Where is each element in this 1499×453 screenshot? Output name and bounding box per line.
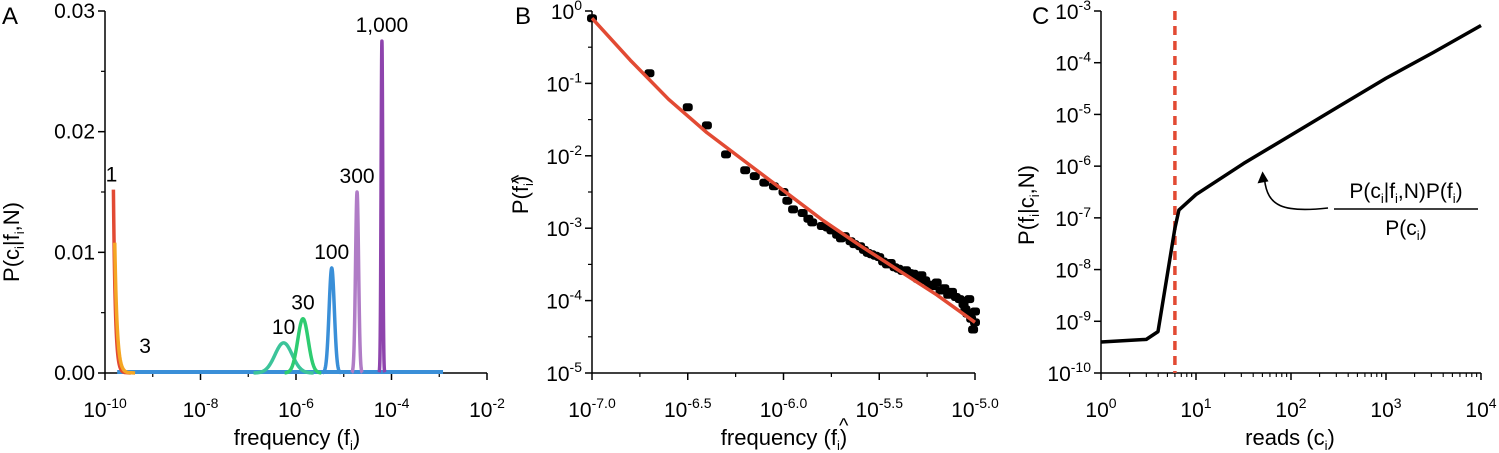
panel-b-axes: 10-7.0 10-6.5 10-6.0 10-5.5 10-5.0 100 10-1 10-… — [546, 0, 999, 422]
panel-b-point — [931, 278, 942, 287]
panel-b-fit-line — [590, 17, 977, 324]
panel-c-x-axis-label: reads (ci) — [1245, 425, 1335, 453]
panel-b-y-tick-label: 10-3 — [546, 214, 582, 241]
panel-a-x-tick-label: 10-6 — [278, 395, 314, 422]
panel-b-x-tick-label: 10-7.0 — [568, 395, 616, 422]
panel-b-y-tick-label: 10-5 — [546, 359, 582, 386]
panel-b-y-tick-label: 10-4 — [546, 287, 582, 314]
panel-c-y-tick-label: 10-6 — [1055, 152, 1091, 179]
panel-c-x-tick-label: 101 — [1180, 395, 1211, 422]
panel-b: B P(fi) ^ frequency (fi) ^ 10-7.0 10-6.5 1… — [508, 0, 999, 453]
panel-c: C P(fi|ci,N) reads (ci) 100 101 102 103 1041… — [1014, 0, 1497, 453]
panel-c-x-tick-label: 103 — [1370, 395, 1401, 422]
panel-c-x-tick-label: 104 — [1465, 395, 1496, 422]
panel-a-y-tick-label: 0.02 — [54, 121, 95, 144]
panel-b-point — [964, 295, 975, 304]
panel-a-y-tick-label: 0.01 — [54, 241, 95, 264]
panel-a-curve-label: 100 — [314, 241, 349, 264]
panel-a-y-tick-label: 0.03 — [54, 0, 95, 23]
panel-a-curve-label: 30 — [291, 292, 314, 315]
panel-a-y-tick-label: 0.00 — [54, 362, 95, 385]
panel-c-y-tick-label: 10-9 — [1055, 307, 1091, 334]
panel-a-x-axis-label: frequency (fi) — [234, 425, 360, 453]
panel-a-series-30 — [283, 316, 323, 375]
annotation-arrow-head — [1257, 171, 1269, 184]
panel-b-point — [797, 208, 808, 217]
panel-a-series-1000 — [377, 39, 387, 374]
panel-b-x-axis-label: frequency (fi) — [721, 425, 847, 453]
panel-b-point — [939, 284, 950, 293]
panel-c-y-tick-label: 10-3 — [1055, 0, 1091, 24]
panel-c-posterior-line — [1100, 23, 1482, 344]
annotation-denominator: P(ci) — [1385, 217, 1426, 243]
panel-b-point — [682, 103, 693, 112]
panel-a-series-300 — [350, 190, 365, 375]
panel-c-x-tick-label: 102 — [1275, 395, 1306, 422]
panel-a-axes: 10-10 10-8 10-6 10-4 10-2 0.00 0.01 0.02 0.03 — [54, 0, 505, 422]
panel-a-series-100 — [321, 266, 343, 375]
panel-b-fit — [590, 17, 977, 324]
panel-a-series-10 — [252, 341, 315, 375]
panel-a-y-axis-label: P(ci|fi,N) — [0, 202, 27, 282]
panel-b-y-tick-label: 10-2 — [546, 142, 582, 169]
panel-c-y-tick-label: 10-7 — [1055, 204, 1091, 231]
panel-b-y-tick-label: 100 — [551, 0, 582, 24]
panel-a-x-tick-label: 10-8 — [183, 395, 219, 422]
panel-b-point — [721, 150, 732, 159]
panel-a-curve-label: 10 — [272, 316, 295, 339]
panel-a-series — [111, 39, 444, 375]
panel-b-x-tick-label: 10-6.5 — [664, 395, 712, 422]
panel-c-axes: 100 101 102 103 104 10-3 10-4 10-5 10-6 10-7 10-8 1… — [1047, 0, 1496, 422]
panel-b-point — [970, 307, 980, 316]
annotation-arrow-line — [1263, 179, 1329, 211]
panel-letter-c: C — [1032, 3, 1049, 30]
panel-letter-b: B — [515, 3, 531, 30]
panel-a-curve-label: 1 — [106, 164, 118, 187]
panel-c-lines — [1100, 11, 1482, 373]
panel-c-y-tick-label: 10-10 — [1047, 359, 1091, 386]
panel-b-point — [759, 178, 770, 187]
panel-b-x-tick-label: 10-5.0 — [951, 395, 999, 422]
panel-b-point — [788, 205, 799, 214]
panel-a-series-3 — [113, 242, 136, 375]
panel-b-point — [701, 121, 712, 130]
panel-c-y-tick-label: 10-4 — [1055, 49, 1091, 76]
panel-letter-a: A — [2, 3, 18, 30]
annotation-numerator: P(ci|fi,N)P(fi) — [1349, 180, 1462, 206]
panel-b-point — [749, 172, 760, 181]
panel-a: A P(ci|fi,N) frequency (fi) 10-10 10-8 10-… — [0, 0, 505, 453]
panel-b-x-tick-label: 10-5.5 — [856, 395, 904, 422]
panel-c-y-tick-label: 10-8 — [1055, 256, 1091, 283]
panel-b-y-axis-label: P(fi) — [508, 176, 536, 214]
panel-b-point — [782, 196, 793, 205]
panel-a-curve-label: 3 — [139, 335, 151, 358]
panel-b-x-hat: ^ — [839, 415, 849, 437]
panel-c-x-tick-label: 100 — [1085, 395, 1116, 422]
panel-b-x-tick-label: 10-6.0 — [760, 395, 808, 422]
panel-b-point — [968, 325, 979, 334]
panel-a-x-tick-label: 10-10 — [83, 395, 127, 422]
panel-b-y-tick-label: 10-1 — [546, 69, 582, 96]
panel-a-curve-label: 300 — [340, 165, 375, 188]
panel-b-point — [740, 166, 751, 175]
panel-a-curve-label: 1,000 — [356, 14, 409, 37]
panel-c-annotation: P(ci|fi,N)P(fi) P(ci) — [1257, 171, 1478, 243]
panel-b-point — [807, 218, 818, 227]
panel-b-y-hat: ^ — [508, 174, 530, 184]
panel-a-x-tick-label: 10-4 — [374, 395, 410, 422]
panel-a-x-tick-label: 10-2 — [469, 395, 505, 422]
panel-c-y-axis-label: P(fi|ci,N) — [1014, 165, 1042, 245]
panel-c-y-tick-label: 10-5 — [1055, 100, 1091, 127]
